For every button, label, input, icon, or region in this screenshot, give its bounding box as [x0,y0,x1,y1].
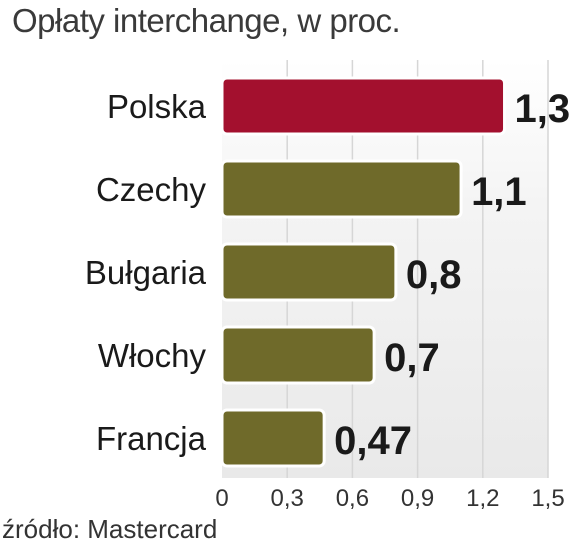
x-tick-label: 0,6 [336,485,369,512]
value-label: 0,8 [406,253,462,297]
bar [220,76,507,136]
value-label: 0,7 [384,336,440,380]
x-tick-label: 0 [215,485,228,512]
category-label: Francja [96,420,207,457]
source-note: źródło: Mastercard [2,514,218,544]
value-label: 1,1 [471,170,527,214]
chart-title: Opłaty interchange, w proc. [12,2,401,39]
category-label: Włochy [98,337,207,374]
x-tick-label: 1,2 [466,485,499,512]
category-labels: Polska Czechy Bułgaria Włochy Francja [85,88,207,457]
x-tick-label: 0,3 [271,485,304,512]
bar [220,159,463,219]
bar [220,408,326,468]
bar [220,325,376,385]
category-label: Polska [107,88,207,125]
category-label: Bułgaria [85,254,207,291]
value-labels: 1,3 1,10,8 0,7 0,47 [334,87,570,463]
bars [220,76,507,468]
x-tick-label: 0,9 [401,485,434,512]
x-axis-tick-labels: 0 0,3 0,6 0,9 1,2 1,5 [215,485,564,512]
category-label: Czechy [96,171,207,208]
bar [220,242,398,302]
value-label: 0,47 [334,419,412,463]
value-label: 1,3 [515,87,571,131]
x-tick-label: 1,5 [531,485,564,512]
